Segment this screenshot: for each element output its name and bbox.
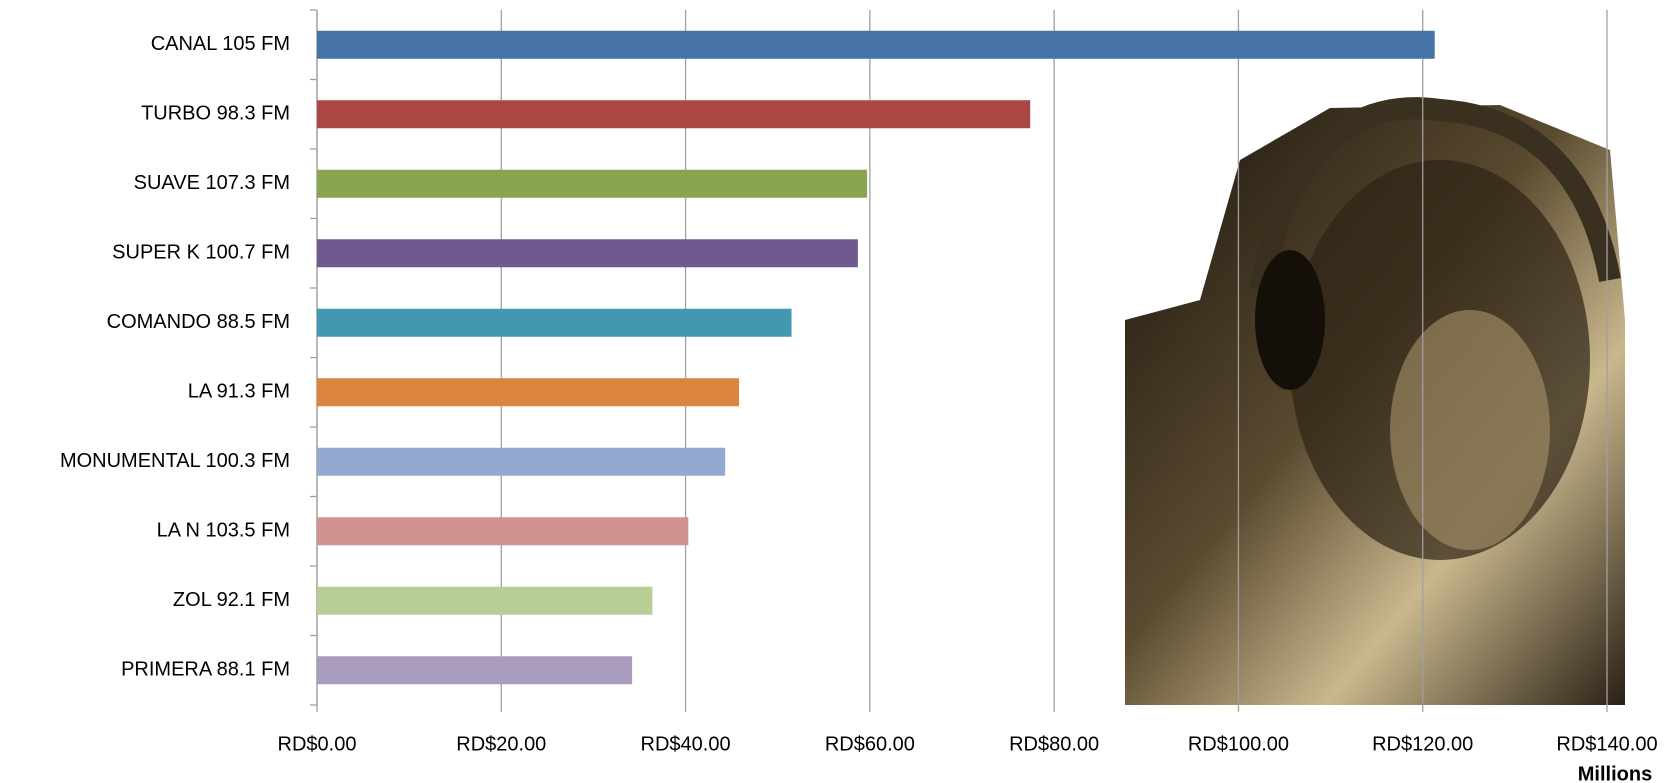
bar [317,100,1031,129]
bar [317,378,740,407]
y-tick-label: MONUMENTAL 100.3 FM [60,450,290,472]
x-tick-label: RD$80.00 [1009,733,1099,755]
y-tick-label: COMANDO 88.5 FM [107,311,290,333]
bar [317,30,1435,59]
y-tick-label: PRIMERA 88.1 FM [121,659,290,681]
y-tick-label: CANAL 105 FM [151,33,290,55]
y-tick-label: ZOL 92.1 FM [173,589,290,611]
y-tick-label: LA 91.3 FM [188,381,290,403]
bar [317,586,653,615]
x-tick-label: RD$140.00 [1556,733,1657,755]
bar [317,656,633,685]
photo [1125,97,1625,705]
bar [317,239,858,268]
y-tick-label: TURBO 98.3 FM [141,103,290,125]
bar [317,447,726,476]
x-tick-label: RD$60.00 [825,733,915,755]
bar [317,169,868,198]
x-tick-label: RD$40.00 [641,733,731,755]
y-tick-label: SUPER K 100.7 FM [112,242,290,264]
x-tick-label: RD$120.00 [1372,733,1473,755]
x-tick-label: RD$100.00 [1188,733,1289,755]
x-tick-label: RD$0.00 [278,733,357,755]
x-tick-label: RD$20.00 [456,733,546,755]
bar [317,517,689,546]
y-tick-label: SUAVE 107.3 FM [134,172,290,194]
x-unit-label: Millions [1578,763,1652,783]
bar [317,308,792,337]
y-tick-label: LA N 103.5 FM [157,520,290,542]
